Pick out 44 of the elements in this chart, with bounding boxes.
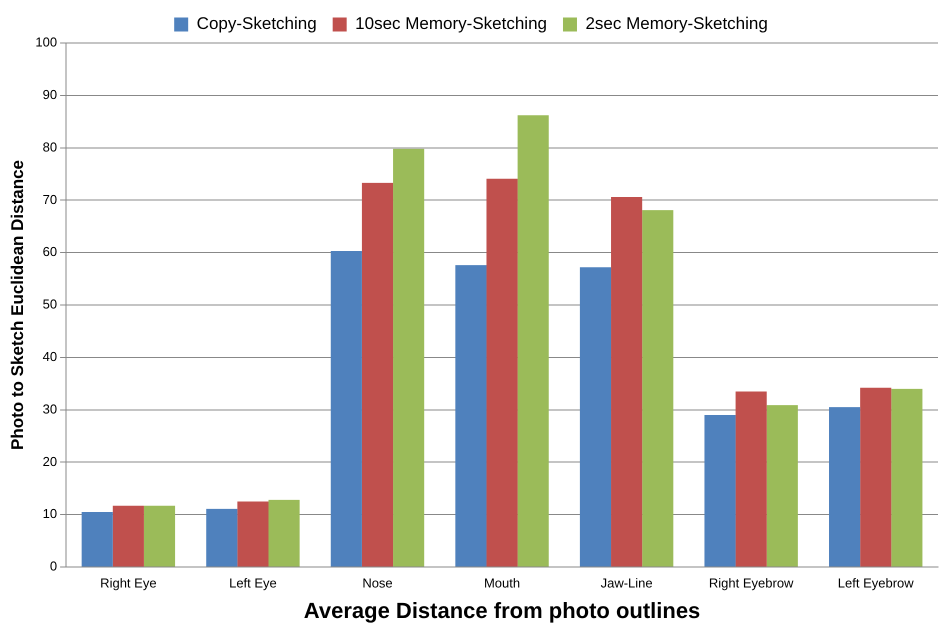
bar — [237, 502, 268, 566]
bar — [704, 415, 736, 566]
legend-label: 10sec Memory-Sketching — [355, 14, 547, 34]
x-tick-label: Left Eye — [229, 575, 277, 590]
y-tick-label: 80 — [42, 139, 58, 154]
y-tick-label: 90 — [42, 86, 58, 102]
y-tick-label: 100 — [35, 34, 58, 50]
bar — [393, 148, 424, 566]
x-tick-label: Right Eye — [100, 575, 157, 590]
bar — [486, 178, 518, 566]
x-tick-label: Right Eyebrow — [708, 575, 794, 590]
bar — [268, 500, 300, 566]
legend-label: Copy-Sketching — [196, 14, 317, 34]
bar — [860, 388, 892, 566]
x-tick-label: Nose — [362, 575, 393, 590]
bar — [766, 405, 798, 566]
y-tick-label: 40 — [42, 348, 58, 364]
x-tick-label: Left Eyebrow — [838, 575, 914, 590]
y-tick-label: 0 — [50, 558, 58, 574]
bar — [206, 508, 238, 566]
y-tick-label: 70 — [42, 192, 58, 207]
y-tick-label: 30 — [42, 401, 58, 416]
bar — [580, 267, 612, 566]
bar — [829, 407, 860, 566]
bar — [891, 388, 922, 566]
legend-label: 2sec Memory-Sketching — [585, 14, 768, 34]
bar — [611, 197, 642, 566]
y-axis-title: Photo to Sketch Euclidean Distance — [8, 160, 27, 450]
x-axis-title: Average Distance from photo outlines — [304, 598, 700, 623]
bar — [144, 506, 176, 566]
bar — [362, 182, 394, 566]
bar — [330, 251, 362, 566]
y-tick-label: 20 — [42, 454, 58, 469]
bar — [642, 210, 674, 566]
y-tick-label: 10 — [42, 506, 58, 522]
x-tick-label: Jaw-Line — [600, 575, 653, 590]
bar — [112, 506, 144, 566]
bar — [82, 512, 113, 566]
x-tick-label: Mouth — [484, 575, 520, 590]
y-tick-label: 50 — [42, 296, 58, 312]
bar — [736, 391, 767, 566]
bar — [518, 115, 549, 566]
bar — [455, 265, 486, 566]
y-tick-label: 60 — [42, 244, 58, 260]
